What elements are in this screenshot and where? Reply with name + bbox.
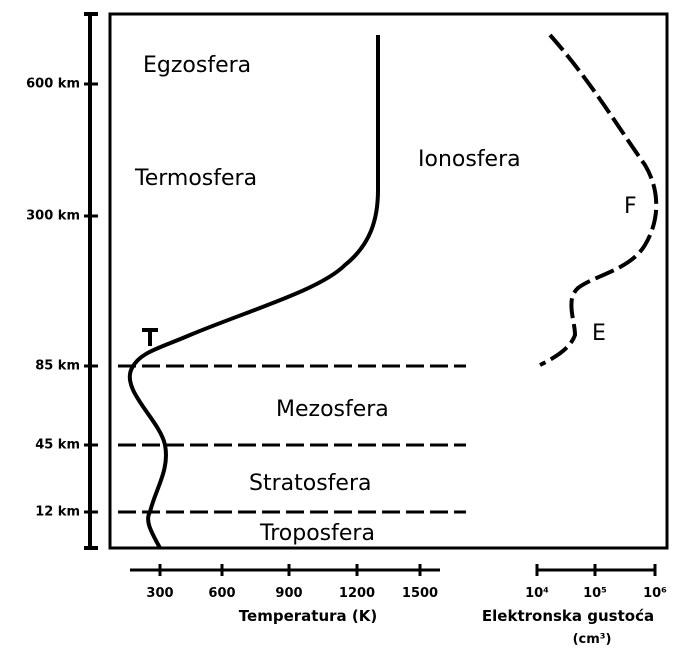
altitude-label: 12 km <box>35 505 80 520</box>
layer-label: Troposfera <box>259 521 375 546</box>
layer-label: Stratosfera <box>249 471 371 496</box>
altitude-label: 85 km <box>35 359 80 374</box>
altitude-label: 45 km <box>35 438 80 453</box>
layer-boundaries <box>118 364 466 514</box>
temperature-tick: 600 <box>208 586 235 601</box>
altitude-label: 600 km <box>26 77 80 92</box>
density-tick: 10⁴ <box>525 586 549 601</box>
altitude-label: 300 km <box>26 209 80 224</box>
temperature-tick: 900 <box>275 586 302 601</box>
density-tick: 10⁶ <box>643 586 667 601</box>
temperature-tick: 300 <box>146 586 173 601</box>
layer-label: Mezosfera <box>276 397 389 422</box>
temperature-axis-title: Temperatura (K) <box>239 607 377 625</box>
temperature-tick: 1500 <box>402 586 438 601</box>
electron-density-curve <box>539 33 659 367</box>
density-axis-unit: (cm³) <box>573 632 612 647</box>
region-label: F <box>624 194 637 219</box>
temperature-tick: 1200 <box>339 586 375 601</box>
layer-label: Egzosfera <box>143 53 251 78</box>
temperature-curve <box>127 35 380 549</box>
frame <box>108 12 669 550</box>
density-axis-title: Elektronska gustoća <box>482 607 654 625</box>
marker <box>142 328 158 346</box>
density-tick: 10⁵ <box>583 586 607 601</box>
layer-label: Termosfera <box>134 166 257 191</box>
density-axis <box>535 564 657 576</box>
layer-label: Ionosfera <box>418 147 521 172</box>
temperature-axis <box>130 564 440 576</box>
region-label: E <box>592 321 606 346</box>
altitude-ticks <box>84 82 98 514</box>
